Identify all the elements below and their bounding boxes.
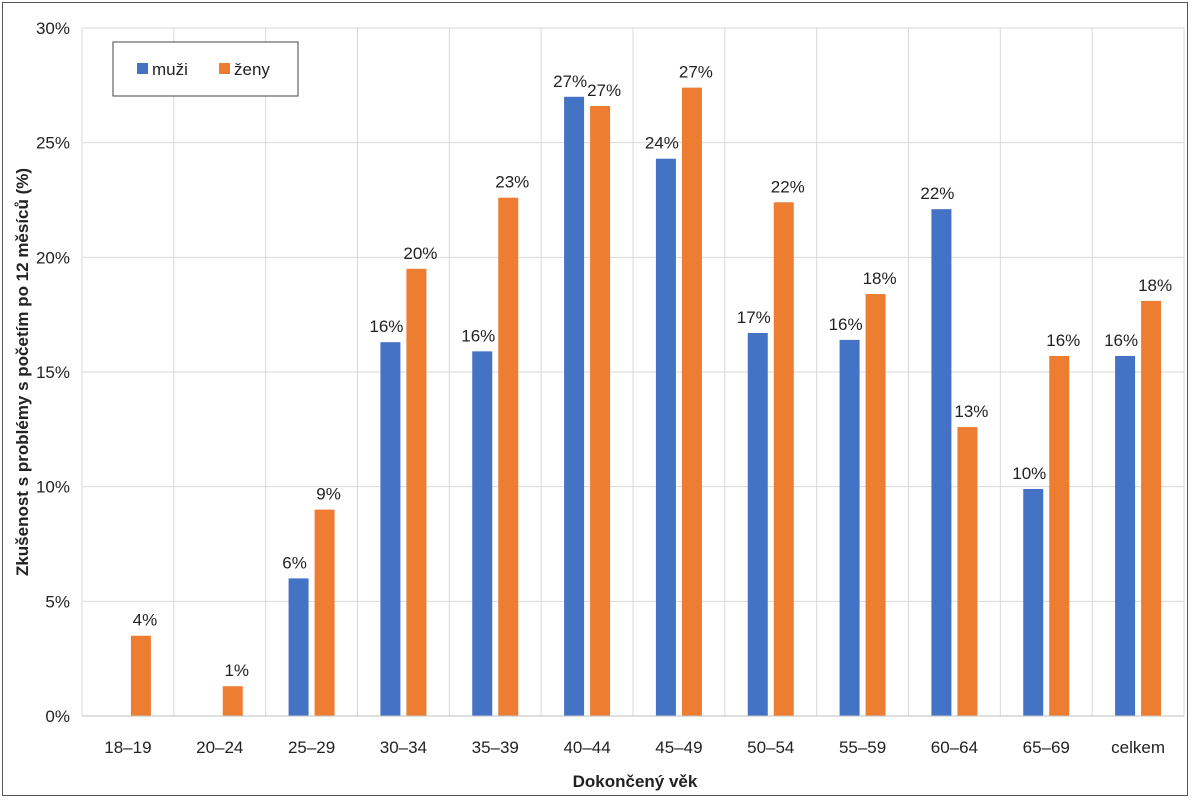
bar-zeny [865, 294, 886, 716]
bar-zeny [130, 635, 151, 716]
x-axis-title: Dokončený věk [573, 772, 698, 791]
legend-label-zeny: ženy [234, 60, 270, 79]
legend: muži ženy [112, 41, 299, 97]
x-tick-label: 60–64 [931, 738, 978, 757]
y-tick-label: 20% [36, 248, 70, 267]
bar-muzi [288, 578, 309, 716]
x-tick-label: 55–59 [839, 738, 886, 757]
data-label: 16% [1046, 331, 1080, 350]
bar-zeny [222, 686, 243, 716]
bar-zeny [1141, 300, 1162, 716]
y-tick-label: 30% [36, 19, 70, 38]
data-label: 27% [679, 63, 713, 82]
data-label: 22% [920, 184, 954, 203]
legend-label-muzi: muži [152, 60, 188, 79]
bar-muzi [931, 209, 952, 716]
bars [130, 87, 1162, 717]
data-label: 23% [495, 173, 529, 192]
bar-zeny [406, 268, 427, 716]
bar-muzi [655, 158, 676, 717]
data-label: 20% [403, 244, 437, 263]
gridlines [81, 27, 1185, 716]
bar-muzi [380, 342, 401, 716]
bar-muzi [1023, 488, 1044, 716]
bar-zeny [314, 509, 335, 716]
data-label: 10% [1012, 464, 1046, 483]
bar-zeny [590, 105, 611, 717]
data-label: 18% [1138, 276, 1172, 295]
legend-swatch-muzi [137, 63, 148, 74]
data-label: 1% [224, 661, 249, 680]
data-label: 17% [737, 308, 771, 327]
x-tick-label: 40–44 [563, 738, 610, 757]
data-label: 9% [316, 485, 341, 504]
bar-muzi [839, 339, 860, 716]
x-tick-label: 50–54 [747, 738, 794, 757]
x-tick-label: 25–29 [288, 738, 335, 757]
bar-muzi [1115, 355, 1136, 716]
y-tick-label: 10% [36, 478, 70, 497]
data-label: 27% [553, 72, 587, 91]
bar-muzi [564, 96, 585, 717]
y-tick-label: 25% [36, 134, 70, 153]
bar-muzi [747, 333, 768, 716]
bar-zeny [681, 87, 702, 717]
x-tick-label: 20–24 [196, 738, 243, 757]
y-axis-title: Zkušenost s problémy s početím po 12 měs… [13, 168, 32, 576]
bar-zeny [1049, 355, 1070, 716]
data-label: 16% [461, 326, 495, 345]
data-label: 18% [863, 269, 897, 288]
data-label: 6% [282, 553, 307, 572]
data-labels: 6% 16% 16% 27% 24% 17% 16% 22% 10% 16% 4% 1% 9% 20% 23… [133, 63, 1172, 681]
data-label: 16% [829, 315, 863, 334]
x-tick-label: 65–69 [1023, 738, 1070, 757]
bar-zeny [498, 197, 519, 716]
data-label: 27% [587, 81, 621, 100]
data-label: 16% [369, 317, 403, 336]
bar-zeny [773, 202, 794, 716]
x-tick-label: 30–34 [380, 738, 427, 757]
data-label: 24% [645, 134, 679, 153]
y-tick-label: 0% [45, 707, 70, 726]
axes: 0% 5% 10% 15% 20% 25% 30% 18–19 20–24 25–29 30–34 3… [36, 19, 1184, 757]
bar-zeny [957, 427, 978, 716]
data-label: 22% [771, 177, 805, 196]
y-tick-label: 5% [45, 592, 70, 611]
data-label: 4% [133, 611, 158, 630]
data-label: 13% [954, 402, 988, 421]
data-label: 16% [1104, 331, 1138, 350]
legend-swatch-zeny [219, 63, 230, 74]
x-tick-label: celkem [1111, 738, 1165, 757]
bar-muzi [472, 351, 493, 716]
x-tick-label: 35–39 [472, 738, 519, 757]
x-tick-label: 18–19 [104, 738, 151, 757]
x-tick-label: 45–49 [655, 738, 702, 757]
y-tick-label: 15% [36, 363, 70, 382]
